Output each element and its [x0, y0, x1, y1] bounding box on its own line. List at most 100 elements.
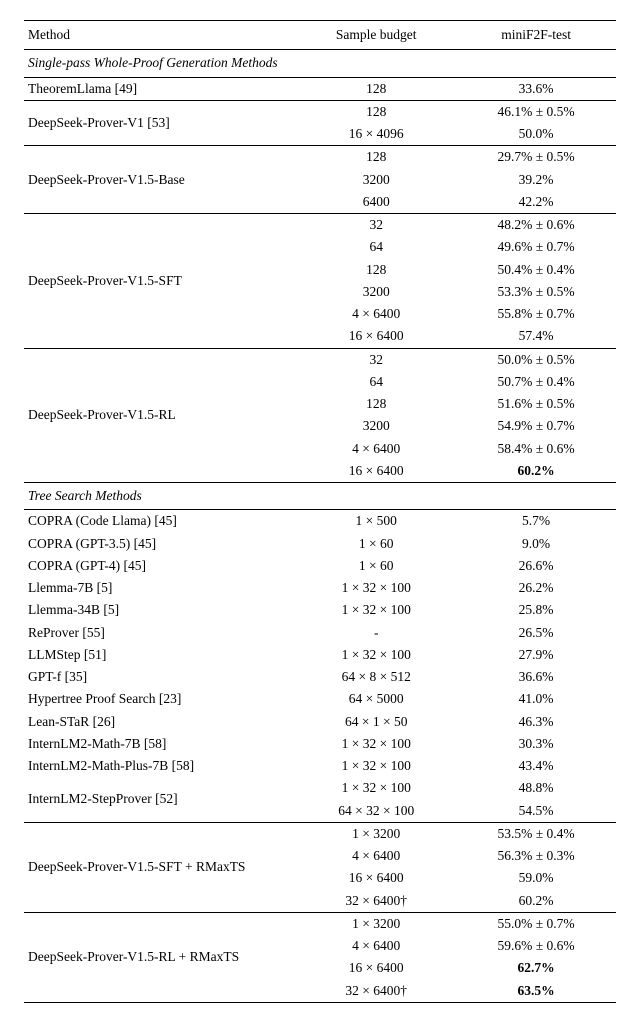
score-value: 9.0%: [522, 536, 550, 551]
method-cell: DeepSeek-Prover-V1.5-RL + RMaxTS: [24, 912, 296, 1002]
budget-value: 1 × 32 × 100: [342, 780, 411, 795]
method-cell: Hypertree Proof Search [23]: [24, 688, 296, 710]
score-cell: 56.3% ± 0.3%: [456, 845, 616, 867]
budget-cell: 32: [296, 214, 456, 237]
budget-cell: 32: [296, 348, 456, 371]
col-score-label: miniF2F-test: [501, 27, 571, 42]
budget-cell: 128: [296, 100, 456, 123]
col-score: miniF2F-test: [456, 21, 616, 50]
score-cell: 26.2%: [456, 577, 616, 599]
table-row: DeepSeek-Prover-V1.5-SFT3248.2% ± 0.6%: [24, 214, 616, 237]
score-value: 62.7%: [518, 960, 555, 975]
budget-cell: -: [296, 622, 456, 644]
budget-value: 3200: [363, 284, 390, 299]
method-cell: COPRA (GPT-4) [45]: [24, 555, 296, 577]
budget-value: 4 × 6400: [352, 306, 400, 321]
budget-value: 32: [369, 352, 383, 367]
budget-value: 32 × 6400†: [345, 983, 407, 998]
score-value: 57.4%: [519, 328, 554, 343]
score-cell: 5.7%: [456, 510, 616, 533]
score-cell: 49.6% ± 0.7%: [456, 236, 616, 258]
budget-cell: 128: [296, 393, 456, 415]
score-cell: 58.4% ± 0.6%: [456, 438, 616, 460]
section-title: Tree Search Methods: [24, 483, 616, 510]
budget-value: 1 × 3200: [352, 826, 400, 841]
score-cell: 54.5%: [456, 800, 616, 823]
table-row: LLMStep [51] 1 × 32 × 100 27.9%: [24, 644, 616, 666]
table-row: GPT-f [35]64 × 8 × 51236.6%: [24, 666, 616, 688]
score-cell: 39.2%: [456, 169, 616, 191]
budget-cell: 3200: [296, 281, 456, 303]
results-table: Method Sample budget miniF2F-test Single…: [24, 20, 616, 1003]
budget-cell: 16 × 4096: [296, 123, 456, 146]
score-value: 42.2%: [519, 194, 554, 209]
method-cell: Llemma-34B [5]: [24, 599, 296, 621]
budget-value: 64: [369, 239, 383, 254]
score-value: 56.3% ± 0.3%: [497, 848, 574, 863]
score-value: 51.6% ± 0.5%: [497, 396, 574, 411]
budget-value: 6400: [363, 194, 390, 209]
budget-value: 128: [366, 262, 386, 277]
method-cell: TheoremLlama [49]: [24, 77, 296, 100]
score-cell: 46.1% ± 0.5%: [456, 100, 616, 123]
budget-value: 1 × 32 × 100: [342, 758, 411, 773]
budget-cell: 4 × 6400: [296, 845, 456, 867]
score-cell: 54.9% ± 0.7%: [456, 415, 616, 437]
budget-value: 1 × 32 × 100: [342, 647, 411, 662]
budget-cell: 32 × 6400†: [296, 890, 456, 913]
score-value: 50.0% ± 0.5%: [497, 352, 574, 367]
section-title: Single-pass Whole-Proof Generation Metho…: [24, 50, 616, 77]
score-value: 25.8%: [519, 602, 554, 617]
score-cell: 42.2%: [456, 191, 616, 214]
score-cell: 27.9%: [456, 644, 616, 666]
budget-cell: 4 × 6400: [296, 935, 456, 957]
table-row: COPRA (Code Llama) [45] 1 × 500 5.7%: [24, 510, 616, 533]
budget-cell: 128: [296, 77, 456, 100]
score-value: 46.1% ± 0.5%: [497, 104, 574, 119]
method-cell: LLMStep [51]: [24, 644, 296, 666]
budget-value: 64 × 5000: [349, 691, 404, 706]
score-cell: 48.2% ± 0.6%: [456, 214, 616, 237]
budget-value: 1 × 60: [359, 536, 394, 551]
score-cell: 63.5%: [456, 980, 616, 1003]
table-row: DeepSeek-Prover-V1.5-RL + RMaxTS1 × 3200…: [24, 912, 616, 935]
budget-cell: 64: [296, 371, 456, 393]
score-cell: 62.7%: [456, 957, 616, 979]
method-cell: COPRA (Code Llama) [45]: [24, 510, 296, 533]
budget-cell: 64 × 5000: [296, 688, 456, 710]
score-cell: 50.0% ± 0.5%: [456, 348, 616, 371]
table-row: ReProver [55]-26.5%: [24, 622, 616, 644]
table-row: DeepSeek-Prover-V1.5-RL3250.0% ± 0.5%: [24, 348, 616, 371]
score-cell: 50.0%: [456, 123, 616, 146]
score-value: 53.5% ± 0.4%: [497, 826, 574, 841]
score-value: 55.0% ± 0.7%: [497, 916, 574, 931]
table-head: Method Sample budget miniF2F-test: [24, 21, 616, 50]
budget-value: 4 × 6400: [352, 441, 400, 456]
table-row: DeepSeek-Prover-V1.5-SFT + RMaxTS1 × 320…: [24, 822, 616, 845]
score-value: 63.5%: [518, 983, 555, 998]
score-value: 26.5%: [519, 625, 554, 640]
score-cell: 60.2%: [456, 460, 616, 483]
budget-value: 1 × 500: [356, 513, 397, 528]
budget-value: 3200: [363, 418, 390, 433]
score-value: 48.8%: [519, 780, 554, 795]
score-cell: 50.7% ± 0.4%: [456, 371, 616, 393]
score-cell: 50.4% ± 0.4%: [456, 259, 616, 281]
budget-value: 64: [369, 374, 383, 389]
section-title-row: Single-pass Whole-Proof Generation Metho…: [24, 50, 616, 77]
table-row: InternLM2-StepProver [52]1 × 32 × 10048.…: [24, 777, 616, 799]
col-method-label: Method: [28, 27, 70, 42]
score-value: 43.4%: [519, 758, 554, 773]
method-cell: DeepSeek-Prover-V1.5-SFT + RMaxTS: [24, 822, 296, 912]
col-budget-label: Sample budget: [336, 27, 417, 42]
method-cell: InternLM2-Math-Plus-7B [58]: [24, 755, 296, 777]
table-row: COPRA (GPT-3.5) [45]1 × 609.0%: [24, 533, 616, 555]
budget-cell: 1 × 32 × 100: [296, 733, 456, 755]
score-cell: 33.6%: [456, 77, 616, 100]
score-value: 55.8% ± 0.7%: [497, 306, 574, 321]
score-value: 39.2%: [519, 172, 554, 187]
method-cell: DeepSeek-Prover-V1 [53]: [24, 100, 296, 146]
budget-value: 128: [366, 396, 386, 411]
budget-cell: 16 × 6400: [296, 325, 456, 348]
score-cell: 30.3%: [456, 733, 616, 755]
